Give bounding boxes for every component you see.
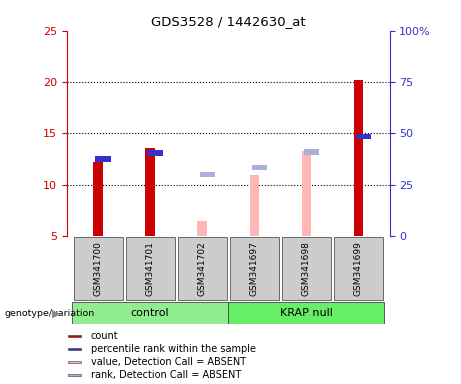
Bar <box>228 301 384 324</box>
Bar <box>68 348 81 350</box>
Bar <box>177 237 227 300</box>
Bar <box>200 172 215 177</box>
Bar <box>249 174 259 236</box>
Text: GSM341702: GSM341702 <box>198 242 207 296</box>
Bar <box>356 134 371 139</box>
Bar <box>230 237 279 300</box>
Text: ▶: ▶ <box>53 309 61 319</box>
Text: percentile rank within the sample: percentile rank within the sample <box>91 344 256 354</box>
Text: genotype/variation: genotype/variation <box>5 309 95 318</box>
Bar <box>72 301 228 324</box>
Text: control: control <box>131 308 170 318</box>
Bar <box>74 237 123 300</box>
Title: GDS3528 / 1442630_at: GDS3528 / 1442630_at <box>151 15 306 28</box>
Text: rank, Detection Call = ABSENT: rank, Detection Call = ABSENT <box>91 370 241 380</box>
Text: GSM341700: GSM341700 <box>94 242 103 296</box>
Bar <box>354 80 363 236</box>
Bar <box>145 148 155 236</box>
Text: value, Detection Call = ABSENT: value, Detection Call = ABSENT <box>91 357 246 367</box>
Text: GSM341697: GSM341697 <box>250 242 259 296</box>
Bar <box>334 237 383 300</box>
Bar <box>148 150 163 156</box>
Bar <box>94 162 103 236</box>
Bar <box>301 151 311 236</box>
Text: GSM341698: GSM341698 <box>302 242 311 296</box>
Text: KRAP null: KRAP null <box>280 308 333 318</box>
Bar <box>282 237 331 300</box>
Bar <box>126 237 175 300</box>
Bar <box>68 374 81 376</box>
Bar <box>68 361 81 363</box>
Text: count: count <box>91 331 118 341</box>
Bar <box>252 164 267 170</box>
Bar <box>95 156 111 162</box>
Bar <box>68 336 81 337</box>
Bar <box>197 221 207 236</box>
Bar <box>304 149 319 155</box>
Text: GSM341699: GSM341699 <box>354 242 363 296</box>
Text: GSM341701: GSM341701 <box>146 242 154 296</box>
